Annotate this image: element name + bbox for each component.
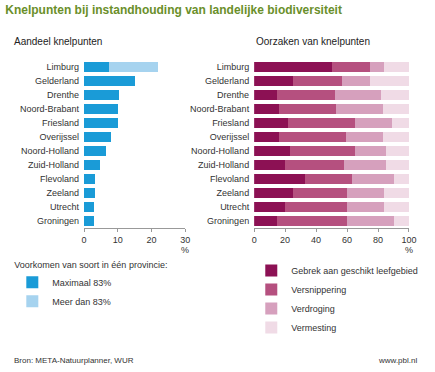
svg-text:Bron: META-Natuurplanner, WUR: Bron: META-Natuurplanner, WUR xyxy=(14,356,134,365)
svg-text:Maximaal 83%: Maximaal 83% xyxy=(52,278,111,288)
svg-text:Friesland: Friesland xyxy=(42,118,79,128)
svg-text:%: % xyxy=(405,245,413,255)
svg-text:Gebrek aan geschikt leefgebied: Gebrek aan geschikt leefgebied xyxy=(291,266,418,276)
svg-text:Meer dan 83%: Meer dan 83% xyxy=(52,297,111,307)
svg-text:20: 20 xyxy=(280,235,290,245)
svg-text:Noord-Brabant: Noord-Brabant xyxy=(20,104,80,114)
svg-text:Versnippering: Versnippering xyxy=(291,285,346,295)
svg-text:0: 0 xyxy=(81,235,86,245)
svg-text:Vermesting: Vermesting xyxy=(291,323,336,333)
svg-text:Drenthe: Drenthe xyxy=(217,90,249,100)
svg-text:Zeeland: Zeeland xyxy=(46,188,79,198)
svg-text:Knelpunten bij instandhouding: Knelpunten bij instandhouding van landel… xyxy=(5,3,342,17)
svg-text:20: 20 xyxy=(147,235,157,245)
svg-text:Oorzaken van knelpunten: Oorzaken van knelpunten xyxy=(256,36,370,47)
svg-text:Zuid-Holland: Zuid-Holland xyxy=(198,160,249,170)
svg-text:0: 0 xyxy=(252,235,257,245)
svg-text:Zeeland: Zeeland xyxy=(217,188,250,198)
svg-text:Noord-Holland: Noord-Holland xyxy=(21,146,79,156)
svg-text:30: 30 xyxy=(180,235,190,245)
svg-text:Aandeel knelpunten: Aandeel knelpunten xyxy=(14,36,102,47)
svg-text:Voorkomen van soort in één pro: Voorkomen van soort in één provincie: xyxy=(14,260,167,270)
svg-text:80: 80 xyxy=(373,235,383,245)
svg-text:Zuid-Holland: Zuid-Holland xyxy=(28,160,79,170)
svg-text:Noord-Brabant: Noord-Brabant xyxy=(190,104,250,114)
svg-text:10: 10 xyxy=(113,235,123,245)
svg-text:Utrecht: Utrecht xyxy=(220,202,250,212)
svg-text:Groningen: Groningen xyxy=(207,216,249,226)
svg-text:Noord-Holland: Noord-Holland xyxy=(191,146,249,156)
svg-text:Overijssel: Overijssel xyxy=(39,132,79,142)
svg-text:40: 40 xyxy=(311,235,321,245)
svg-text:Flevoland: Flevoland xyxy=(40,174,79,184)
svg-text:Utrecht: Utrecht xyxy=(50,202,80,212)
svg-text:Gelderland: Gelderland xyxy=(205,76,249,86)
svg-text:Limburg: Limburg xyxy=(217,62,250,72)
svg-text:Friesland: Friesland xyxy=(212,118,249,128)
svg-text:Drenthe: Drenthe xyxy=(47,90,79,100)
svg-text:Overijssel: Overijssel xyxy=(210,132,250,142)
svg-text:Verdroging: Verdroging xyxy=(291,304,335,314)
svg-text:www.pbl.nl: www.pbl.nl xyxy=(378,356,417,365)
svg-text:Gelderland: Gelderland xyxy=(35,76,79,86)
svg-text:60: 60 xyxy=(342,235,352,245)
svg-text:Groningen: Groningen xyxy=(37,216,79,226)
svg-text:100: 100 xyxy=(401,235,416,245)
svg-text:Flevoland: Flevoland xyxy=(210,174,249,184)
svg-text:%: % xyxy=(181,245,189,255)
svg-text:Limburg: Limburg xyxy=(46,62,79,72)
